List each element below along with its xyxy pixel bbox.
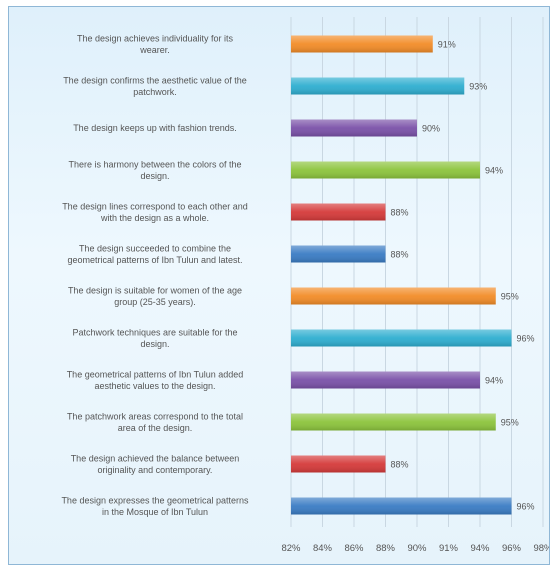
category-label: The design succeeded to combine the geome… <box>67 243 242 265</box>
bar <box>291 35 433 53</box>
bar <box>291 371 480 389</box>
bar <box>291 119 417 137</box>
data-label: 88% <box>391 208 409 218</box>
category-label: Patchwork techniques are suitable for th… <box>72 327 237 349</box>
data-label: 88% <box>391 250 409 260</box>
bar-chart: The design achieves individuality for it… <box>61 17 549 554</box>
category-label: There is harmony between the colors of t… <box>68 159 241 181</box>
bar <box>291 329 512 347</box>
data-label: 95% <box>501 418 519 428</box>
x-tick-label: 84% <box>313 543 333 554</box>
bar <box>291 245 386 263</box>
bars <box>291 35 512 515</box>
data-label: 94% <box>485 166 503 176</box>
category-label: The design expresses the geometrical pat… <box>61 495 249 517</box>
x-tick-label: 90% <box>407 543 427 554</box>
category-label: The design lines correspond to each othe… <box>62 201 248 223</box>
category-label: The design achieves individuality for it… <box>77 33 234 55</box>
x-tick-label: 96% <box>502 543 522 554</box>
data-label: 93% <box>469 82 487 92</box>
category-label: The geometrical patterns of Ibn Tulun ad… <box>67 369 244 391</box>
x-tick-label: 82% <box>281 543 301 554</box>
category-label: The design keeps up with fashion trends. <box>73 123 237 133</box>
bar <box>291 287 496 305</box>
bar <box>291 203 386 221</box>
x-tick-label: 91% <box>439 543 459 554</box>
data-label: 88% <box>391 460 409 470</box>
data-label: 96% <box>517 502 535 512</box>
category-label: The design achieved the balance between o… <box>71 453 240 475</box>
gridlines <box>290 17 544 527</box>
category-label: The design confirms the aesthetic value … <box>63 75 247 97</box>
bar <box>291 497 512 515</box>
data-label: 94% <box>485 376 503 386</box>
data-label: 96% <box>517 334 535 344</box>
chart-frame: The design achieves individuality for it… <box>8 6 550 565</box>
bar <box>291 161 480 179</box>
category-labels: The design achieves individuality for it… <box>61 33 249 517</box>
data-label: 95% <box>501 292 519 302</box>
bar <box>291 77 465 95</box>
x-tick-label: 86% <box>344 543 364 554</box>
category-label: The patchwork areas correspond to the to… <box>67 411 243 433</box>
x-tick-label: 94% <box>470 543 490 554</box>
bar <box>291 455 386 473</box>
x-tick-label: 98% <box>533 543 549 554</box>
data-label: 91% <box>438 40 456 50</box>
x-tick-label: 88% <box>376 543 396 554</box>
category-label: The design is suitable for women of the … <box>68 285 242 307</box>
data-label: 90% <box>422 124 440 134</box>
bar <box>291 413 496 431</box>
x-axis-ticks: 82% 84% 86% 88% 90% 91% 94% 96% 98% <box>281 543 549 554</box>
data-labels: 91% 93% 90% 94% 88% 88% 95% 96% 94% 95% 88% 96% <box>391 40 535 512</box>
